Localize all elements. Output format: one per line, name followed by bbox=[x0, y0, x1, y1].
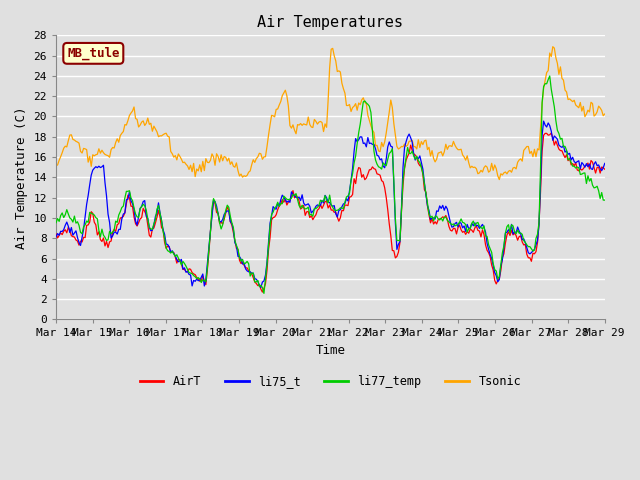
Y-axis label: Air Temperature (C): Air Temperature (C) bbox=[15, 106, 28, 249]
X-axis label: Time: Time bbox=[316, 344, 346, 357]
Text: MB_tule: MB_tule bbox=[67, 47, 120, 60]
Title: Air Temperatures: Air Temperatures bbox=[257, 15, 403, 30]
Legend: AirT, li75_t, li77_temp, Tsonic: AirT, li75_t, li77_temp, Tsonic bbox=[135, 371, 525, 393]
